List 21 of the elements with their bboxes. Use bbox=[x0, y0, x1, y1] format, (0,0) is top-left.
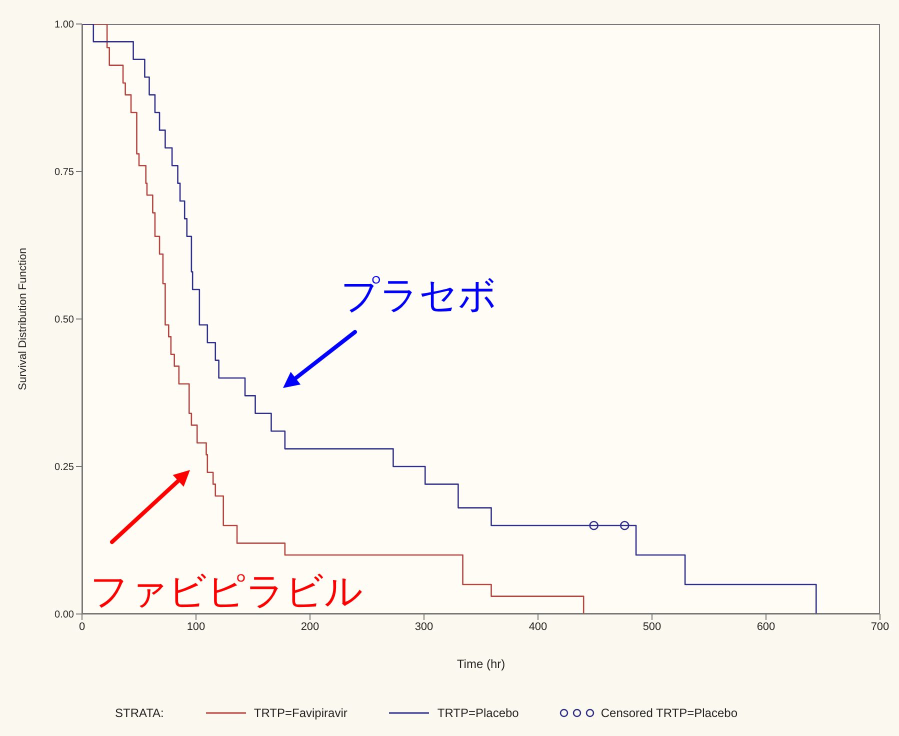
x-tick-label: 600 bbox=[756, 620, 776, 633]
y-tick-label: 0.00 bbox=[54, 610, 74, 621]
legend-label: TRTP=Placebo bbox=[437, 706, 519, 720]
annotation: ファビピラビル bbox=[90, 570, 363, 614]
legend-title: STRATA: bbox=[115, 706, 164, 720]
legend-label: TRTP=Favipiravir bbox=[254, 706, 348, 720]
x-tick-label: 300 bbox=[414, 620, 434, 633]
y-tick-label: 0.25 bbox=[54, 462, 74, 474]
x-tick-label: 0 bbox=[78, 620, 86, 633]
legend-label: Censored TRTP=Placebo bbox=[600, 706, 738, 720]
y-tick-label: 1.00 bbox=[54, 20, 74, 31]
annotation: プラセボ bbox=[341, 274, 497, 318]
x-tick-label: 500 bbox=[642, 620, 662, 633]
y-tick-label: 0.50 bbox=[54, 314, 74, 326]
x-tick-label: 100 bbox=[186, 620, 206, 633]
x-tick-label: 700 bbox=[870, 620, 890, 633]
y-axis-title: Survival Distribution Function bbox=[16, 248, 29, 390]
x-axis-title: Time (hr) bbox=[456, 657, 506, 671]
x-tick-label: 400 bbox=[528, 620, 548, 633]
x-tick-label: 200 bbox=[300, 620, 320, 633]
y-tick-label: 0.75 bbox=[54, 167, 74, 178]
